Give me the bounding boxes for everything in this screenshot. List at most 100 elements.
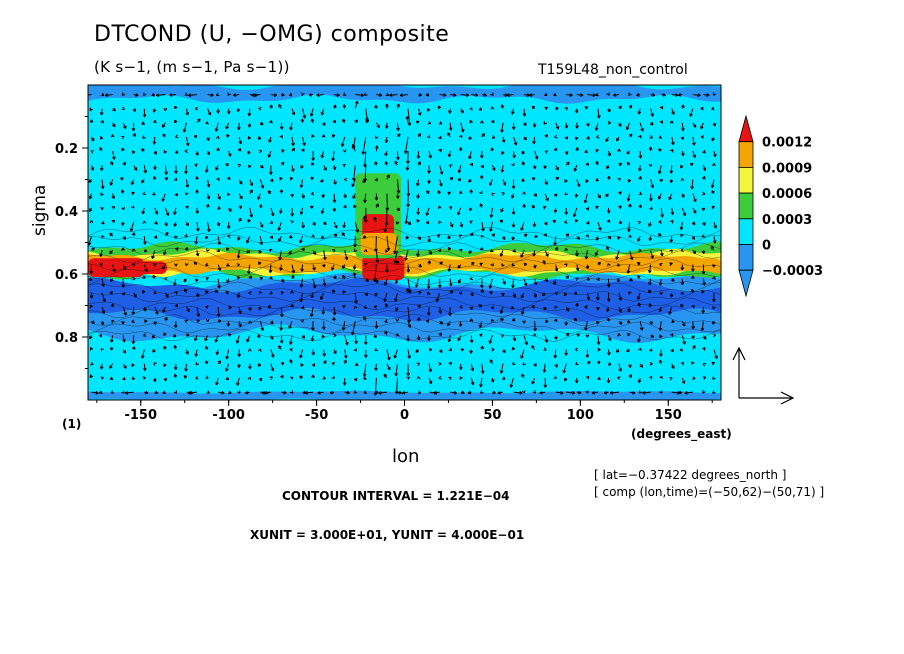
wind-vector-head [595,92,599,97]
wind-vector-head [352,272,357,276]
colorbar-segment [738,244,754,271]
wind-vector [555,391,564,394]
wind-vector-head [194,106,199,111]
wind-vector-head [153,151,157,155]
x-tick-label: 150 [655,408,682,423]
wind-vector [154,306,159,315]
wind-vector-head [415,120,420,125]
wind-vector-head [459,376,463,380]
wind-vector-head [405,167,410,171]
wind-vector-head [131,232,136,236]
wind-vector-head [321,326,326,330]
wind-vector-head [195,361,200,366]
wind-vector-head [291,270,296,274]
wind-vector [183,122,187,133]
wind-vector-head [449,223,454,228]
wind-vector-head [681,152,685,157]
wind-vector-head [376,124,380,129]
wind-vector-head [331,133,336,138]
wind-vector [215,122,219,132]
wind-vector-head [585,234,589,238]
wind-vector-head [491,347,495,352]
wind-vector-head [386,247,391,251]
wind-vector [520,250,525,258]
wind-vector-head [299,375,303,379]
wind-vector-head [343,194,347,199]
wind-vector-head [682,212,687,217]
wind-vector-head [401,390,406,395]
wind-vector-head [586,221,590,225]
wind-vector [291,165,294,172]
wind-vector-head [374,145,379,149]
wind-vector-head [354,305,358,310]
wind-vector-head [110,303,115,307]
wind-vector-head [584,149,588,154]
wind-vector-head [323,221,327,226]
wind-vector-head [490,106,495,110]
wind-vector-head [553,147,558,151]
wind-vector-head [702,222,706,226]
wind-vector-head [701,176,706,180]
wind-vector-head [354,362,359,367]
wind-vector-head [281,361,285,366]
wind-vector-head [385,269,389,273]
wind-vector-head [469,350,473,354]
wind-vector-head [206,390,210,394]
wind-vector-head [374,347,378,352]
wind-vector-head [121,321,125,325]
wind-vector-head [332,289,336,293]
wind-vector-head [433,390,438,395]
wind-vector-head [183,375,188,379]
wind-vector-head [352,195,356,200]
wind-vector-head [608,337,612,342]
wind-vector-head [99,262,103,267]
wind-vector-head [437,105,442,109]
wind-vector-head [194,337,198,342]
wind-vector-head [197,118,201,122]
wind-vector-head [703,336,707,340]
wind-vector-head [311,162,315,166]
wind-vector-head [121,106,125,111]
wind-vector-head [681,322,686,327]
wind-vector-head [533,265,537,269]
wind-vector-head [639,327,644,331]
wind-vector-head [247,164,252,169]
wind-vector-head [112,107,117,112]
wind-vector [404,136,409,154]
wind-vector-head [280,278,285,283]
wind-vector-head [416,211,421,215]
wind-vector-head [488,285,493,289]
wind-vector-head [154,211,159,215]
wind-vector-head [615,349,620,353]
wind-vector-head [407,324,412,328]
wind-vector-head [711,321,716,325]
wind-vector [320,292,325,300]
wind-vector-head [605,193,609,198]
wind-vector-head [131,346,136,350]
wind-vector-head [121,147,125,152]
wind-vector-head [216,248,220,253]
wind-vector-head [574,136,579,141]
wind-vector-head [469,162,474,167]
wind-vector-head [406,269,411,273]
wind-vector-head [270,336,274,340]
wind-vector-head [606,246,610,250]
wind-vector-head [702,167,707,171]
wind-vector-head [469,119,473,124]
wind-vector-head [291,147,296,152]
wind-vector [396,179,400,194]
wind-vector-head [185,222,189,227]
wind-vector [681,207,686,216]
wind-vector-head [637,111,642,115]
wind-vector-head [680,303,684,308]
wind-vector-head [453,93,457,97]
center-heating-orange [360,233,398,256]
wind-vector-head [132,133,136,137]
wind-vector-head [174,150,179,154]
wind-vector [436,292,441,302]
wind-vector-head [363,199,367,203]
wind-vector [365,108,369,123]
wind-vector-head [572,213,577,218]
wind-vector [460,93,469,96]
wind-vector-head [711,137,715,142]
